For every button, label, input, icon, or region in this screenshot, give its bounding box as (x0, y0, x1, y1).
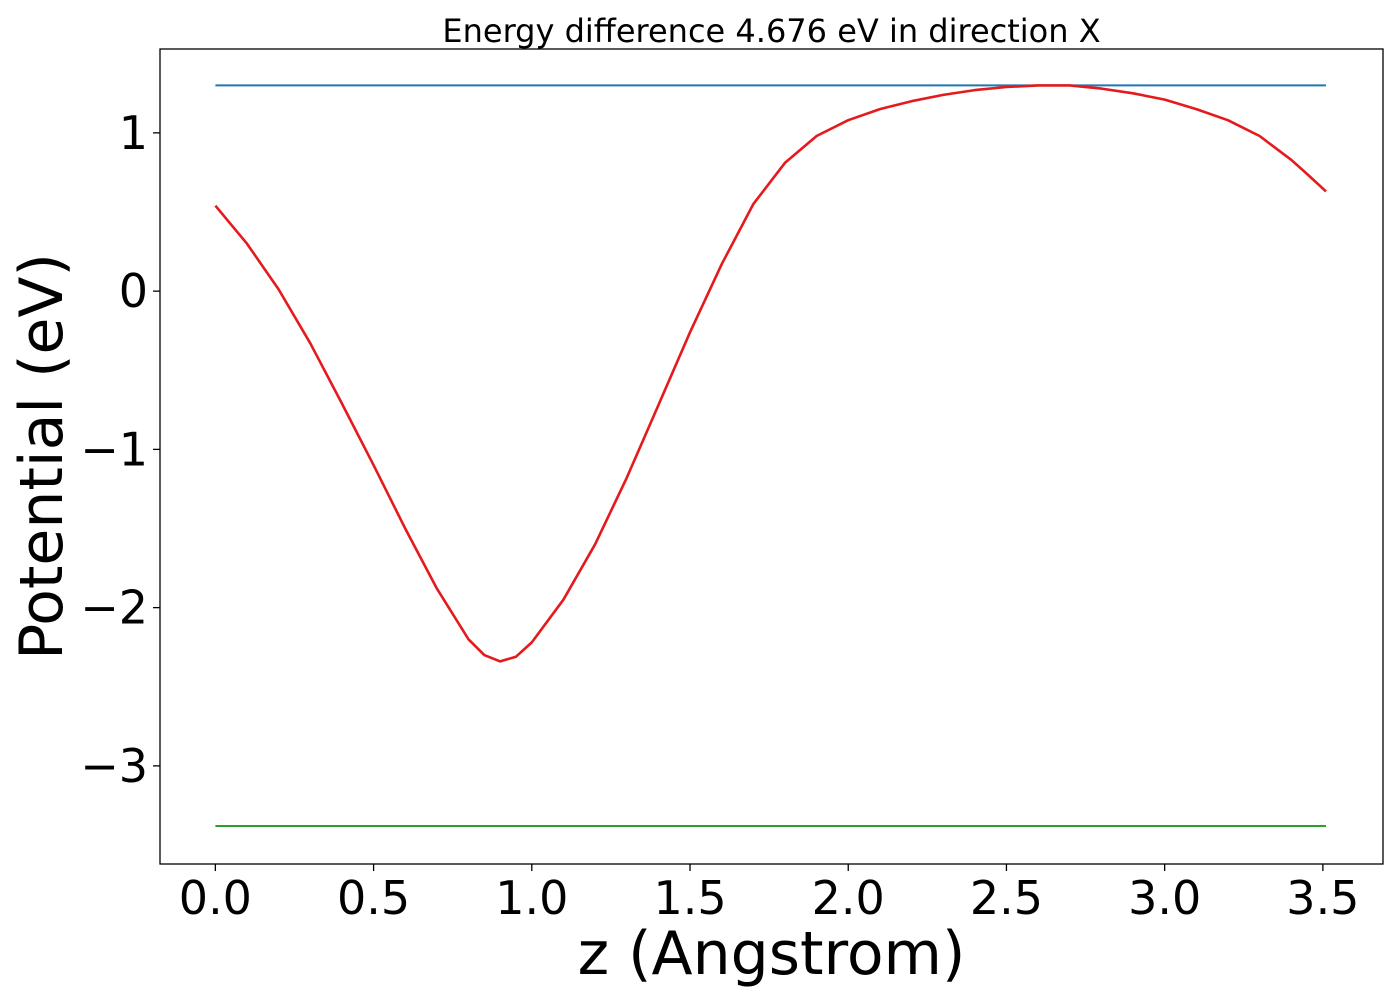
chart-title: Energy difference 4.676 eV in direction … (442, 12, 1100, 50)
y-tick-label: −1 (80, 422, 148, 476)
x-axis: 0.0 0.5 1.0 1.5 2.0 2.5 3.0 3.5 (179, 864, 1359, 925)
x-tick-label: 3.5 (1286, 871, 1359, 925)
x-tick-label: 0.5 (337, 871, 410, 925)
x-tick-label: 1.5 (653, 871, 726, 925)
y-axis-label: Potential (eV) (7, 253, 77, 660)
series-layer (214, 84, 1327, 827)
y-tick-label: −3 (80, 739, 148, 793)
plot-frame (159, 48, 1384, 865)
x-tick-label: 3.0 (1128, 871, 1201, 925)
y-tick-label: 0 (119, 264, 148, 318)
y-tick-label: −2 (80, 581, 148, 635)
x-tick-label: 2.5 (970, 871, 1043, 925)
x-tick-label: 0.0 (179, 871, 252, 925)
x-tick-label: 2.0 (812, 871, 885, 925)
y-tick-label: 1 (119, 106, 148, 160)
series-line-2 (214, 84, 1327, 663)
x-axis-label: z (Angstrom) (578, 919, 966, 989)
y-axis: 1 0 −1 −2 −3 (80, 106, 160, 793)
x-tick-label: 1.0 (495, 871, 568, 925)
